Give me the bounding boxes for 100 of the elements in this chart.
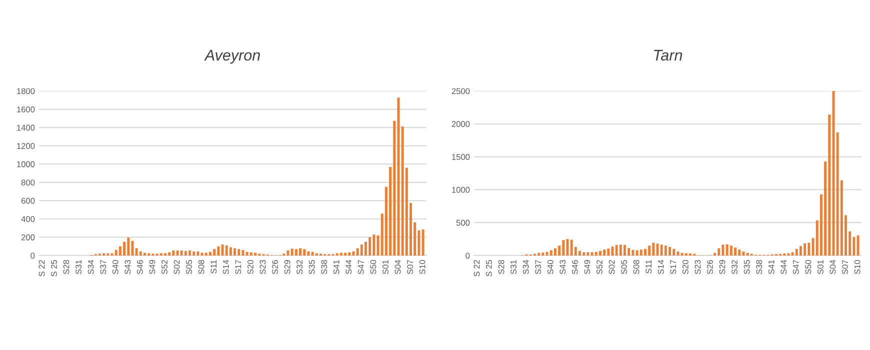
- bar: [804, 243, 806, 256]
- bar: [800, 246, 802, 256]
- bar: [550, 250, 552, 256]
- bar: [208, 252, 212, 256]
- bar: [422, 229, 424, 256]
- x-tick-label: S35: [744, 260, 750, 274]
- x-tick-label: S02: [174, 260, 180, 274]
- bar: [611, 246, 614, 256]
- bar: [286, 250, 290, 256]
- bar: [738, 250, 741, 256]
- x-tick-label: S17: [670, 260, 676, 274]
- bar: [676, 252, 680, 256]
- x-tick-label: S38: [756, 260, 762, 274]
- bar: [636, 250, 638, 256]
- bar: [714, 252, 716, 256]
- bar: [368, 237, 372, 256]
- bar: [344, 252, 346, 256]
- bar: [184, 250, 187, 256]
- bar: [356, 248, 359, 256]
- x-tick-label: S04: [830, 260, 836, 274]
- bar: [172, 250, 175, 256]
- bar: [307, 251, 310, 256]
- bar: [311, 252, 314, 256]
- bar: [299, 248, 302, 256]
- bar: [730, 246, 732, 256]
- y-tick-label: 1000: [17, 161, 35, 168]
- x-tick-label: S08: [633, 260, 640, 274]
- bar: [795, 248, 798, 256]
- bar: [734, 248, 736, 256]
- x-tick-label: S41: [768, 260, 774, 274]
- x-tick-label: S49: [584, 260, 590, 274]
- bar: [131, 240, 134, 256]
- bar: [632, 250, 634, 256]
- x-tick-label: S38: [321, 260, 328, 274]
- x-tick-label: S37: [535, 260, 542, 274]
- bar: [254, 252, 256, 256]
- x-tick-label: S05: [186, 260, 192, 274]
- bar: [594, 252, 598, 256]
- bar: [644, 248, 646, 256]
- x-tick-label: S20: [682, 260, 688, 274]
- x-tick-label: S44: [346, 260, 352, 274]
- x-tick-label: S50: [370, 260, 376, 274]
- bar: [578, 250, 581, 256]
- bar: [123, 242, 126, 256]
- x-tick-label: S11: [646, 260, 652, 274]
- bar: [615, 244, 618, 256]
- x-tick-label: S07: [842, 260, 848, 274]
- bar: [168, 252, 171, 256]
- bar: [832, 91, 835, 256]
- bar: [352, 251, 355, 256]
- x-tick-label: S01: [382, 260, 388, 274]
- bar: [856, 235, 860, 256]
- x-tick-label: S44: [780, 260, 787, 274]
- x-tick-label: S 22: [474, 260, 480, 276]
- bar: [718, 248, 720, 256]
- bar: [570, 240, 573, 256]
- bar: [566, 239, 569, 256]
- x-tick-label: S34: [522, 260, 529, 274]
- bar: [180, 250, 183, 256]
- x-tick-label: S31: [510, 260, 516, 274]
- bar: [139, 251, 142, 256]
- y-tick-label: 600: [22, 198, 35, 204]
- bar: [144, 252, 146, 256]
- x-tick-label: S47: [358, 260, 364, 274]
- x-tick-label: S01: [818, 260, 824, 274]
- x-tick-label: S05: [621, 260, 627, 274]
- bar: [118, 246, 122, 256]
- bar: [234, 248, 236, 256]
- bar: [303, 249, 306, 256]
- x-tick-label: S14: [222, 260, 229, 274]
- x-tick-label: S 25: [486, 260, 492, 276]
- bar: [726, 244, 728, 256]
- y-tick-label: 400: [21, 216, 35, 222]
- bar: [204, 252, 208, 256]
- x-tick-label: S41: [333, 260, 340, 274]
- bar: [242, 250, 244, 256]
- x-tick-label: S17: [235, 260, 242, 274]
- y-tick-label: 1500: [452, 154, 470, 160]
- bar: [246, 252, 248, 256]
- bar: [176, 250, 179, 256]
- bar: [722, 244, 724, 256]
- bar: [340, 252, 342, 256]
- x-tick-label: S29: [284, 260, 290, 274]
- y-tick-label: 0: [30, 252, 35, 259]
- bar: [397, 98, 400, 256]
- y-tick-label: 1200: [17, 143, 35, 149]
- x-tick-label: S 22: [38, 260, 45, 276]
- x-tick-label: S26: [707, 260, 713, 274]
- bar: [652, 242, 655, 256]
- y-tick-label: 2500: [452, 88, 470, 94]
- bar: [742, 252, 745, 256]
- x-tick-label: S11: [210, 260, 217, 274]
- bar: [624, 244, 626, 256]
- x-tick-label: S40: [547, 260, 554, 274]
- x-tick-label: S29: [719, 260, 726, 274]
- x-tick-label: S31: [76, 260, 82, 274]
- y-tick-label: 1600: [17, 106, 35, 112]
- x-tick-label: S32: [296, 260, 302, 274]
- bar: [607, 248, 610, 256]
- bar: [554, 248, 556, 256]
